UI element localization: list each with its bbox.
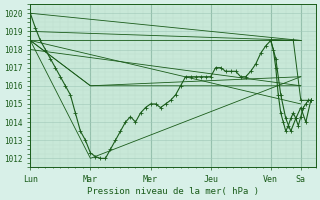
X-axis label: Pression niveau de la mer( hPa ): Pression niveau de la mer( hPa ) (87, 187, 259, 196)
